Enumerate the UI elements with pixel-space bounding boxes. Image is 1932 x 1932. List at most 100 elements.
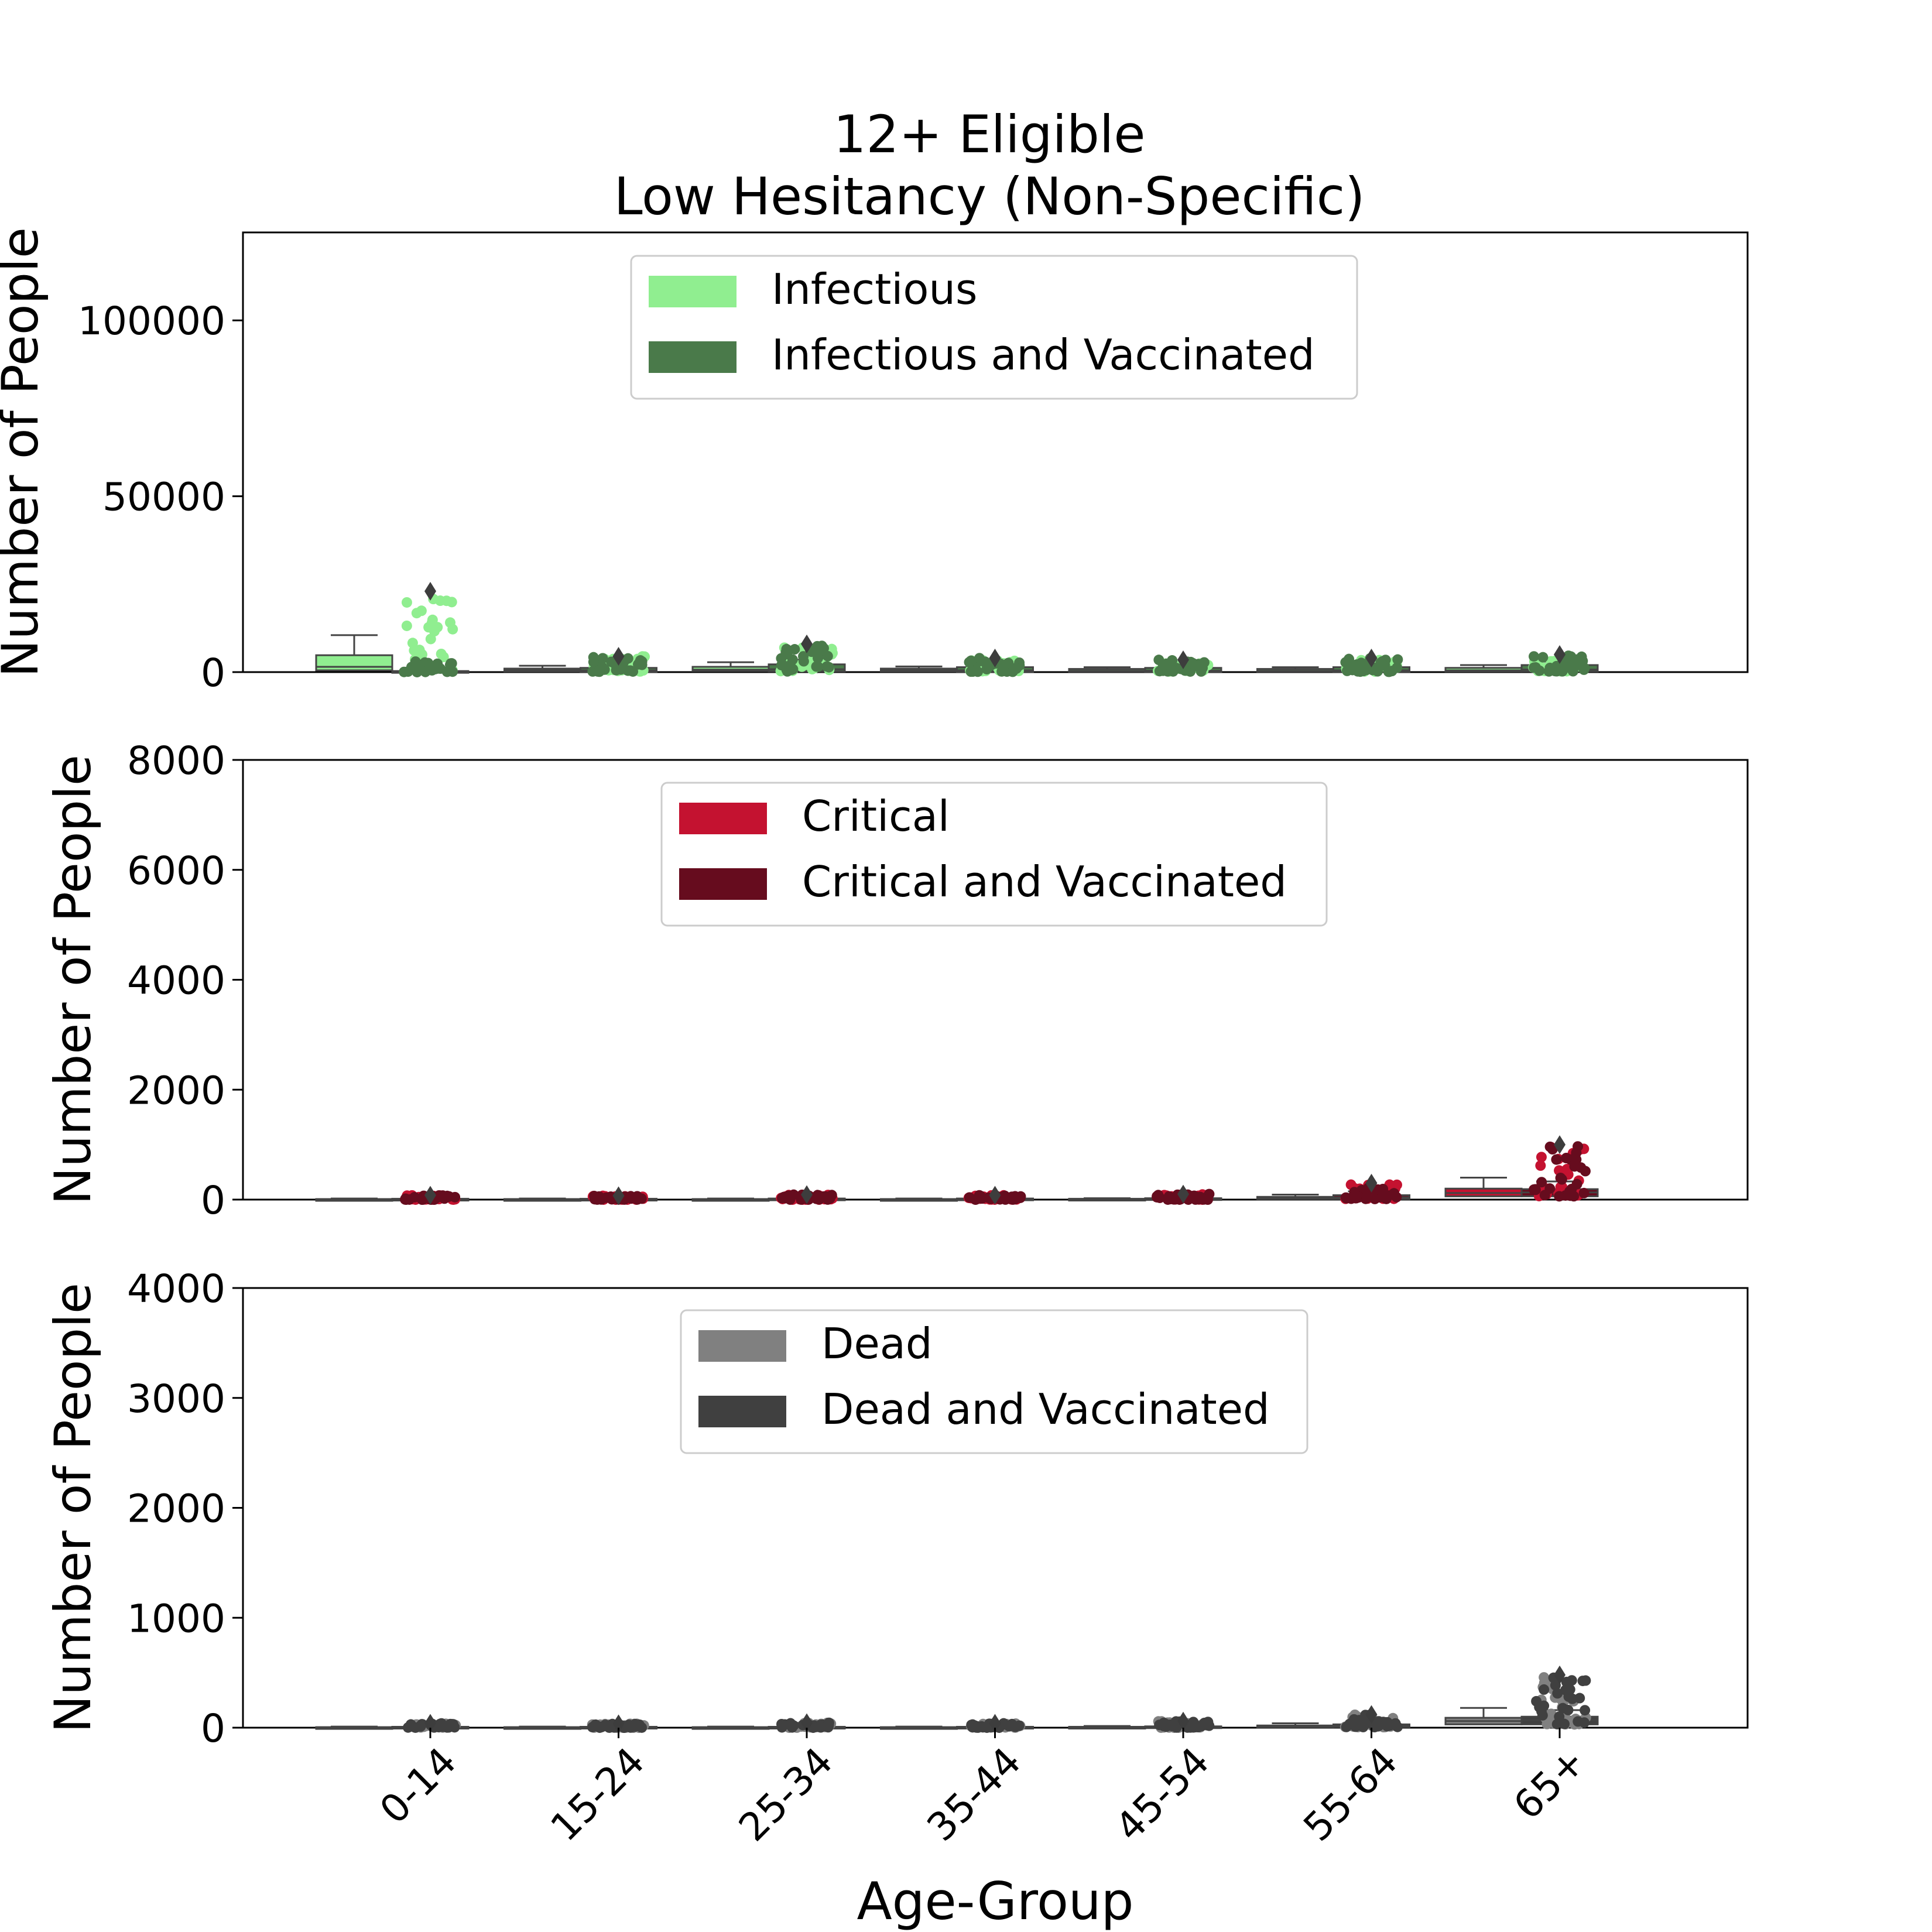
outlier-marker [801,1713,813,1732]
strip-point [1563,1704,1574,1715]
strip-point [1551,1154,1562,1165]
strip-point [964,657,975,668]
outlier-marker [1554,645,1566,664]
strip-point [1571,1154,1582,1165]
strip-point [636,659,648,670]
strip-point [1167,666,1179,677]
strip-point [587,1722,598,1733]
outlier-marker [424,1186,436,1205]
outlier-marker [612,1714,625,1734]
strip-point [1539,1700,1550,1711]
strip-point [777,1193,788,1204]
y-tick-label: 4000 [127,958,225,1003]
chart-title-line-1: 12+ Eligible [834,104,1146,165]
y-tick-label: 0 [201,1178,225,1223]
strip-point [445,1718,456,1729]
strip-point [1392,662,1403,673]
outlier-marker [1365,1705,1378,1724]
strip-point [815,1722,826,1733]
strip-point [1537,652,1549,663]
legend: Infectious Infectious and Vaccinated [630,255,1358,400]
strip-point [399,666,410,677]
legend-frame [630,255,1358,400]
strip-point [1392,1721,1403,1732]
outlier-marker [801,634,813,653]
strip-point [964,1192,975,1203]
strip-point [1003,657,1014,669]
legend-label: Dead and Vaccinated [821,1385,1270,1434]
strip-point [622,665,633,676]
outlier-marker [1554,1135,1566,1155]
strip-point [1008,664,1019,676]
y-tick-label: 4000 [127,1266,225,1311]
y-axis-title: Number of People [44,1283,102,1733]
strip-point [1361,1192,1372,1203]
strip-point [1580,1705,1591,1716]
legend-swatch [698,1396,786,1427]
strip-point [1563,1691,1574,1703]
strip-point [822,650,833,662]
box-dead-15-24 [503,1725,581,1730]
box-critical-35-44 [880,1197,958,1202]
strip-point [425,633,436,645]
strip-point [1554,1191,1565,1202]
outlier-marker [801,1185,813,1204]
y-tick-label: 50000 [102,475,225,520]
strip-point [1551,666,1562,677]
strip-point [776,1718,787,1729]
strip-point [813,661,824,672]
box-critical-0-14 [315,1197,393,1202]
strip-point [401,597,412,608]
strip-point [1555,1173,1566,1184]
strip-point [450,1191,461,1203]
strip-point [447,666,458,677]
box-critical-25-34 [691,1197,770,1202]
outlier-marker [1177,1184,1189,1204]
strip-point [417,1194,429,1205]
strip-point [785,1718,796,1729]
box-dead-45-54 [1068,1725,1146,1729]
strip-point [1554,1711,1565,1722]
strip-point [436,648,447,659]
strip-point [789,644,800,655]
strip-point [977,1193,988,1204]
strip-point [446,658,457,669]
strip-point [1571,1179,1582,1190]
strip-point [1563,650,1574,662]
strip-point [997,665,1008,676]
outlier-marker [989,1186,1001,1205]
strip-point [632,1194,643,1205]
strip-point [588,652,599,663]
strip-point [1369,1193,1381,1204]
strip-point [1153,655,1164,666]
y-tick-label: 8000 [127,738,225,783]
outlier-marker [1177,1711,1189,1731]
strip-point [820,1191,831,1202]
strip-point [1015,1191,1026,1202]
strip-point [980,656,991,667]
outlier-marker [1365,1173,1378,1193]
strip-point [811,1192,823,1203]
strip-point [409,1191,420,1203]
strip-point [1529,651,1540,662]
strip-point [1552,1688,1563,1699]
strip-point [596,1193,607,1204]
strip-point [1573,1141,1584,1152]
strip-point [1006,1718,1018,1729]
box-dead-65+ [1444,1707,1523,1725]
strip-point [1580,1166,1591,1177]
chart-title-line-2: Low Hesitancy (Non-Specific) [614,166,1365,227]
strip-point [1341,1721,1352,1732]
strip-point [594,665,605,676]
box-critical-65+ [1444,1176,1523,1197]
panel-2: 0 2000 4000 6000 8000 Number of People Critica… [44,738,1749,1223]
strip-point [1577,1676,1588,1687]
strip-point [1571,654,1582,665]
strip-point [1348,660,1359,671]
outlier-marker [424,1714,436,1733]
y-axis-title: Number of People [44,755,102,1205]
box-dead-35-44 [880,1725,958,1730]
outlier-marker [612,1186,625,1205]
box-dead-0-14 [315,1725,393,1730]
